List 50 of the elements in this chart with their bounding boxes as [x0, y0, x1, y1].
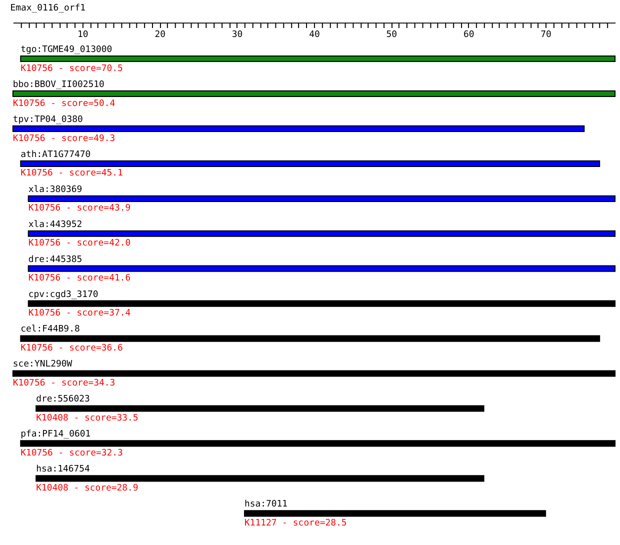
bar	[28, 300, 616, 307]
bar	[12, 125, 585, 132]
y-tick-label: ath:AT1G77470	[20, 150, 91, 160]
data-label: K10756 - score=49.3	[12, 134, 116, 144]
bar	[28, 265, 616, 272]
bar	[244, 510, 546, 517]
y-tick-label: tpv:TP04_0380	[12, 114, 83, 125]
data-label: K10756 - score=50.4	[12, 98, 116, 109]
x-tick-label: 50	[386, 30, 398, 40]
bar	[36, 405, 484, 412]
y-tick-label: xla:380369	[28, 184, 82, 195]
bar	[12, 90, 616, 98]
x-tick-label: 20	[154, 30, 166, 40]
y-tick-label: pfa:PF14_0601	[20, 430, 91, 440]
x-tick-label: 40	[309, 30, 320, 40]
bar	[28, 195, 616, 202]
bar	[20, 440, 616, 447]
y-tick-label: cel:F44B9.8	[20, 324, 80, 335]
bar	[28, 230, 616, 237]
y-tick-label: sce:YNL290W	[12, 360, 73, 370]
data-label: K10756 - score=70.5	[20, 64, 123, 74]
y-tick-label: dre:445385	[28, 254, 82, 265]
bar	[20, 55, 616, 62]
bar	[20, 160, 600, 167]
data-label: K10408 - score=28.9	[36, 484, 138, 494]
data-label: K10756 - score=37.4	[28, 308, 131, 319]
y-tick-label: hsa:146754	[36, 464, 90, 475]
data-label: K10756 - score=32.3	[20, 448, 123, 459]
x-tick-label: 60	[463, 30, 474, 40]
data-label: K10756 - score=34.3	[12, 378, 116, 389]
data-label: K10408 - score=33.5	[36, 414, 138, 424]
data-label: K10756 - score=43.9	[28, 204, 131, 214]
x-tick-label: 70	[540, 30, 552, 40]
x-tick-label: 30	[232, 30, 243, 40]
x-tick-label: 10	[78, 30, 88, 40]
data-label: K11127 - score=28.5	[244, 518, 347, 528]
data-label: K10756 - score=36.6	[20, 344, 123, 354]
bar	[36, 475, 484, 482]
chart-title: Emax_0116_orf1	[10, 4, 86, 14]
data-label: K10756 - score=41.6	[28, 274, 131, 284]
y-tick-label: tgo:TGME49_013000	[20, 44, 112, 55]
y-tick-label: dre:556023	[36, 394, 90, 405]
bar	[20, 335, 600, 342]
y-tick-label: hsa:7011	[244, 500, 288, 510]
y-tick-label: cpv:cgd3_3170	[28, 290, 98, 300]
y-tick-label: bbo:BBOV_II002510	[12, 80, 104, 90]
data-label: K10756 - score=42.0	[28, 238, 131, 249]
y-tick-label: xla:443952	[28, 220, 82, 230]
data-label: K10756 - score=45.1	[20, 168, 123, 179]
bar	[12, 370, 616, 377]
